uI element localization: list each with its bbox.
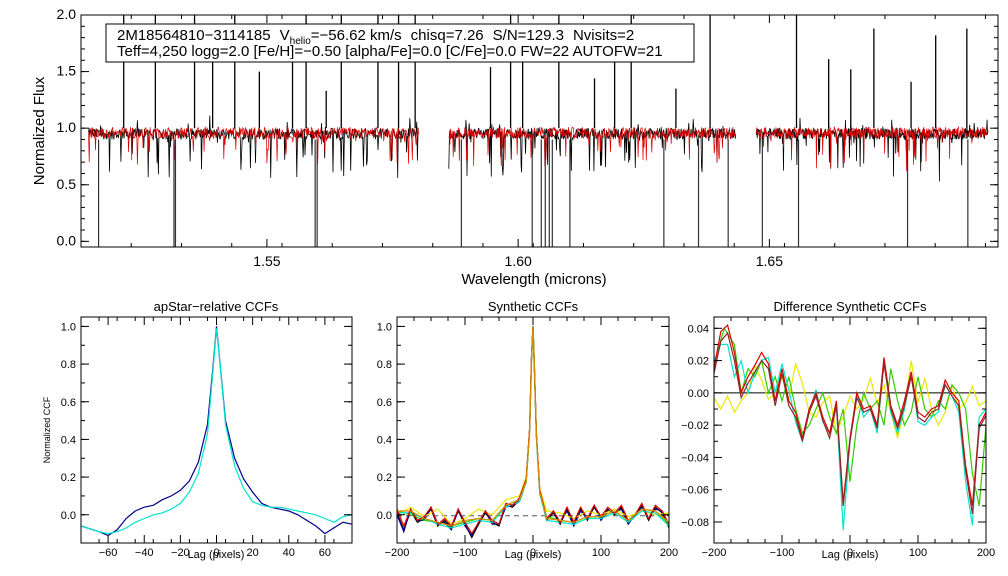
spectrum-model-chip-3	[755, 126, 989, 172]
annotation-chisq: chisq=7.26	[411, 27, 484, 44]
series-yellow	[397, 326, 669, 525]
series-brown	[714, 331, 986, 514]
y-tick-label: 0.6	[377, 397, 392, 409]
y-tick-label: 1.0	[377, 321, 392, 333]
series-navy	[397, 326, 669, 537]
x-tick-label: 0	[847, 547, 853, 559]
synthetic-ccf-title: Synthetic CCFs	[488, 299, 579, 314]
spectrum-xlabel: Wavelength (microns)	[461, 271, 606, 288]
series-visit-1	[81, 326, 352, 537]
annotation-star: 2M18564810−3114185	[117, 27, 271, 44]
annotation-vhelio-label: V	[280, 27, 290, 44]
x-tick-label: 1.55	[253, 253, 280, 269]
x-tick-label: −200	[702, 547, 727, 559]
apstar-ccf-xlabel: Lag (pixels)	[188, 549, 245, 561]
apstar-ccf-frame	[80, 316, 353, 544]
x-tick-label: 20	[247, 547, 259, 559]
series-yellow	[714, 360, 986, 439]
difference-ccf-frame	[713, 316, 987, 544]
x-tick-label: 1.65	[756, 253, 783, 269]
apstar-ccf-series	[81, 326, 352, 537]
y-tick-label: 0.2	[377, 472, 392, 484]
y-tick-label: 0.8	[377, 359, 392, 371]
series-group	[714, 323, 986, 531]
y-tick-label: 1.5	[57, 63, 77, 79]
series-black	[397, 326, 669, 539]
spectrum-observed-chip-2	[448, 119, 737, 177]
x-tick-label: 1.60	[505, 253, 532, 269]
spectrum-ylabel: Normalized Flux	[31, 76, 48, 185]
x-tick-label: −20	[171, 547, 190, 559]
series-group	[397, 326, 669, 539]
y-tick-label: 0.00	[688, 388, 709, 400]
y-tick-label: −0.08	[681, 517, 709, 529]
annotation-line1: 2M18564810−3114185 Vhelio=−56.62 km/s chis…	[117, 27, 634, 47]
y-tick-label: 0.0	[377, 510, 392, 522]
y-tick-label: −0.04	[681, 452, 709, 464]
x-tick-label: 40	[283, 547, 295, 559]
y-tick-label: 1.0	[57, 119, 77, 135]
y-tick-label: 0.0	[57, 232, 77, 248]
series-visit-2	[81, 328, 352, 535]
y-tick-label: 0.2	[61, 472, 76, 484]
apstar-ccf-ticks: −60 −40 −20 0 20 40 60 0.0 0.2 0.4 0.6 0.8 1.0	[61, 317, 353, 559]
x-tick-label: 100	[592, 547, 610, 559]
synthetic-ccf-xlabel: Lag (pixels)	[505, 549, 562, 561]
x-tick-label: −200	[385, 547, 410, 559]
y-tick-label: 0.02	[688, 356, 709, 368]
y-tick-label: 0.0	[61, 510, 76, 522]
y-tick-label: 0.04	[688, 323, 709, 335]
annotation-snr: S/N=129.3	[493, 27, 564, 44]
difference-ccf-title: Difference Synthetic CCFs	[774, 299, 927, 314]
x-tick-label: 100	[909, 547, 927, 559]
difference-ccf-series	[714, 323, 986, 531]
apstar-ccf-ylabel: Normalized CCF	[42, 396, 52, 463]
series-group	[81, 326, 352, 537]
series-orange	[397, 326, 669, 527]
spectrum-frame	[80, 14, 999, 248]
synthetic-ccf-ticks: −200 −100 0 100 200 0.0 0.2 0.4 0.6 0.8 1.0	[377, 317, 678, 559]
y-tick-label: 2.0	[57, 6, 77, 22]
series-cyan	[397, 326, 669, 529]
x-tick-label: 200	[977, 547, 995, 559]
y-tick-label: 1.0	[61, 321, 76, 333]
series-green	[397, 326, 669, 527]
x-tick-label: 200	[660, 547, 678, 559]
y-tick-label: 0.6	[61, 397, 76, 409]
spectrum-model-chip-1	[88, 126, 420, 165]
synthetic-ccf-panel: −200 −100 0 100 200 0.0 0.2 0.4 0.6 0.8 1.0 Synthe…	[377, 299, 678, 561]
y-tick-label: 0.4	[377, 434, 392, 446]
y-tick-label: −0.02	[681, 420, 709, 432]
difference-ccf-panel: −200 −100 0 100 200 0.04 0.02 0.00 −0.02 −0.04 −0.…	[681, 299, 995, 561]
x-tick-label: −40	[135, 547, 154, 559]
annotation-box	[105, 23, 695, 63]
series-green	[714, 326, 986, 507]
x-tick-label: −100	[770, 547, 795, 559]
y-tick-label: −0.06	[681, 485, 709, 497]
annotation-vhelio-sub: helio	[290, 36, 312, 47]
spectrum-panel: 1.55 1.60 1.65 0.0 0.5 1.0 1.5 2.0 2M18564810−3…	[31, 6, 999, 288]
synthetic-ccf-series	[397, 326, 669, 539]
y-tick-label: 0.5	[57, 176, 77, 192]
annotation-vhelio-value: =−56.62 km/s	[311, 27, 402, 44]
apstar-ccf-title: apStar−relative CCFs	[154, 299, 279, 314]
y-tick-label: 0.8	[61, 359, 76, 371]
apstar-ccf-panel: −60 −40 −20 0 20 40 60 0.0 0.2 0.4 0.6 0.8 1.0 apSta…	[42, 299, 353, 561]
x-tick-label: 0	[530, 547, 536, 559]
x-tick-label: −60	[99, 547, 118, 559]
difference-ccf-xlabel: Lag (pixels)	[822, 549, 879, 561]
annotation-nvisits: Nvisits=2	[573, 27, 634, 44]
x-tick-label: 0	[213, 547, 219, 559]
x-tick-label: −100	[453, 547, 478, 559]
spectrum-model-chip-2	[448, 126, 737, 167]
annotation-line2: Teff=4,250 logg=2.0 [Fe/H]=−0.50 [alpha/…	[117, 43, 663, 60]
series-red	[397, 326, 669, 535]
spectrum-ticks: 1.55 1.60 1.65 0.0 0.5 1.0 1.5 2.0	[57, 6, 998, 269]
difference-ccf-ticks: −200 −100 0 100 200 0.04 0.02 0.00 −0.02 −0.04 −0.…	[681, 317, 995, 559]
y-tick-label: 0.4	[61, 434, 76, 446]
x-tick-label: 60	[319, 547, 331, 559]
